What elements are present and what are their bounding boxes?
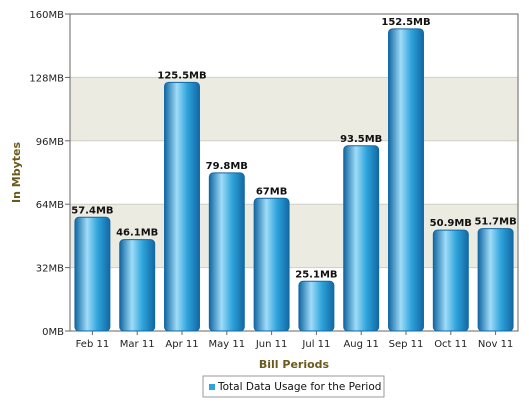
bar	[164, 81, 200, 332]
bar	[343, 145, 380, 332]
data-label: 50.9MB	[430, 218, 472, 229]
y-tick-label: 96MB	[36, 137, 64, 148]
data-label: 67MB	[256, 186, 288, 197]
y-tick-label: 160MB	[29, 10, 64, 21]
legend-swatch	[209, 384, 215, 390]
y-tick-label: 128MB	[29, 73, 64, 84]
data-label: 152.5MB	[381, 17, 430, 28]
data-label: 125.5MB	[157, 70, 206, 81]
data-label: 46.1MB	[116, 228, 158, 239]
y-axis-title: In Mbytes	[10, 142, 23, 203]
x-tick-label: Jun 11	[255, 339, 288, 350]
x-tick-label: Apr 11	[165, 339, 198, 350]
data-label: 51.7MB	[474, 217, 516, 228]
legend-label: Total Data Usage for the Period	[217, 381, 381, 393]
x-axis: Feb 11 Mar 11 Apr 11 May 11 Jun 11 Jul 11 Aug …	[76, 331, 513, 350]
x-tick-label: May 11	[209, 339, 246, 350]
bar	[298, 280, 335, 332]
plot-frame	[69, 13, 519, 332]
x-axis-title: Bill Periods	[259, 358, 330, 371]
bar	[253, 197, 290, 332]
x-tick-label: Feb 11	[76, 339, 110, 350]
data-label: 25.1MB	[295, 269, 337, 280]
bar	[477, 228, 514, 332]
bar	[432, 229, 469, 332]
data-labels: 57.4MB 46.1MB 125.5MB 79.8MB 67MB 25.1MB 93.5M…	[71, 17, 516, 280]
legend: Total Data Usage for the Period	[202, 375, 385, 398]
bars	[74, 28, 514, 332]
data-label: 93.5MB	[340, 134, 382, 145]
bar	[208, 172, 245, 332]
grid-band	[70, 77, 518, 141]
x-tick-label: Mar 11	[120, 339, 155, 350]
data-label: 57.4MB	[71, 205, 113, 216]
x-tick-label: Jul 11	[301, 339, 330, 350]
y-tick-label: 32MB	[36, 264, 64, 275]
y-tick-label: 0MB	[42, 327, 64, 338]
y-tick-label: 64MB	[36, 200, 64, 211]
data-label: 79.8MB	[206, 161, 248, 172]
x-tick-label: Aug 11	[343, 339, 378, 350]
x-tick-label: Sep 11	[389, 339, 424, 350]
bar	[119, 239, 156, 332]
legend-box	[202, 375, 385, 398]
y-axis: 0MB 32MB 64MB 96MB 128MB 160MB	[29, 10, 70, 338]
x-tick-label: Oct 11	[434, 339, 467, 350]
x-tick-label: Nov 11	[478, 339, 513, 350]
bar	[388, 28, 424, 332]
bar	[74, 216, 111, 332]
